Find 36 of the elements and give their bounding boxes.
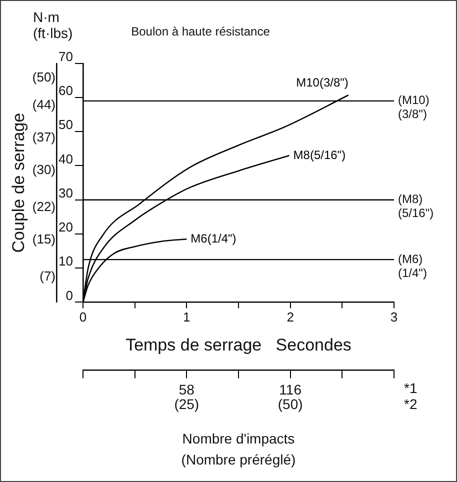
- x-axis-title: Temps de serrage Secondes: [126, 336, 352, 355]
- text: N·m (ft·lbs): [33, 8, 73, 41]
- y-tick-label: 40: [58, 151, 73, 166]
- x2-tick-label: 116: [279, 381, 302, 398]
- text: *1: [404, 380, 418, 396]
- y2-tick-label: (37): [32, 130, 56, 145]
- x-tick-label: 1: [183, 310, 190, 325]
- x2-axis-title: Nombre d'impacts (Nombre préréglé): [181, 430, 296, 468]
- y-tick-label: 20: [58, 220, 73, 235]
- ref-line-label: (M6) (1/4"): [398, 252, 427, 280]
- y2-tick-label: (50): [32, 69, 56, 84]
- y-tick-label: 30: [58, 185, 73, 200]
- y2-tick-label: (15): [32, 231, 56, 246]
- chart-title: Boulon à haute résistance: [131, 24, 270, 39]
- y-tick-label: 50: [58, 117, 73, 132]
- ref-line-label: (M8) (5/16"): [398, 192, 434, 220]
- ref-line-label: (M10) (3/8"): [398, 93, 430, 122]
- series-label: M8(5/16"): [293, 148, 346, 162]
- x2-tick-label: 58: [178, 381, 195, 398]
- y2-tick-label: (7): [40, 268, 56, 284]
- y-tick-label: 70: [58, 48, 73, 64]
- y2-tick-label: (30): [32, 162, 56, 177]
- y-tick-label: 10: [58, 254, 73, 269]
- series-label: M6(1/4"): [190, 231, 236, 246]
- y2-tick-label: (22): [32, 198, 56, 214]
- text: (50): [278, 396, 303, 412]
- x-tick-label: 3: [390, 310, 398, 325]
- y2-axis-title: Couple de serrage: [8, 112, 28, 253]
- y-tick-label: 0: [66, 288, 73, 303]
- x-tick-label: 2: [286, 310, 294, 325]
- y-tick-label: 60: [58, 83, 73, 98]
- text: *2: [404, 396, 418, 412]
- y2-tick-label: (44): [32, 97, 56, 112]
- text: (25): [174, 396, 200, 412]
- series-label: M10(3/8"): [296, 75, 348, 90]
- x-tick-label: 0: [79, 310, 87, 325]
